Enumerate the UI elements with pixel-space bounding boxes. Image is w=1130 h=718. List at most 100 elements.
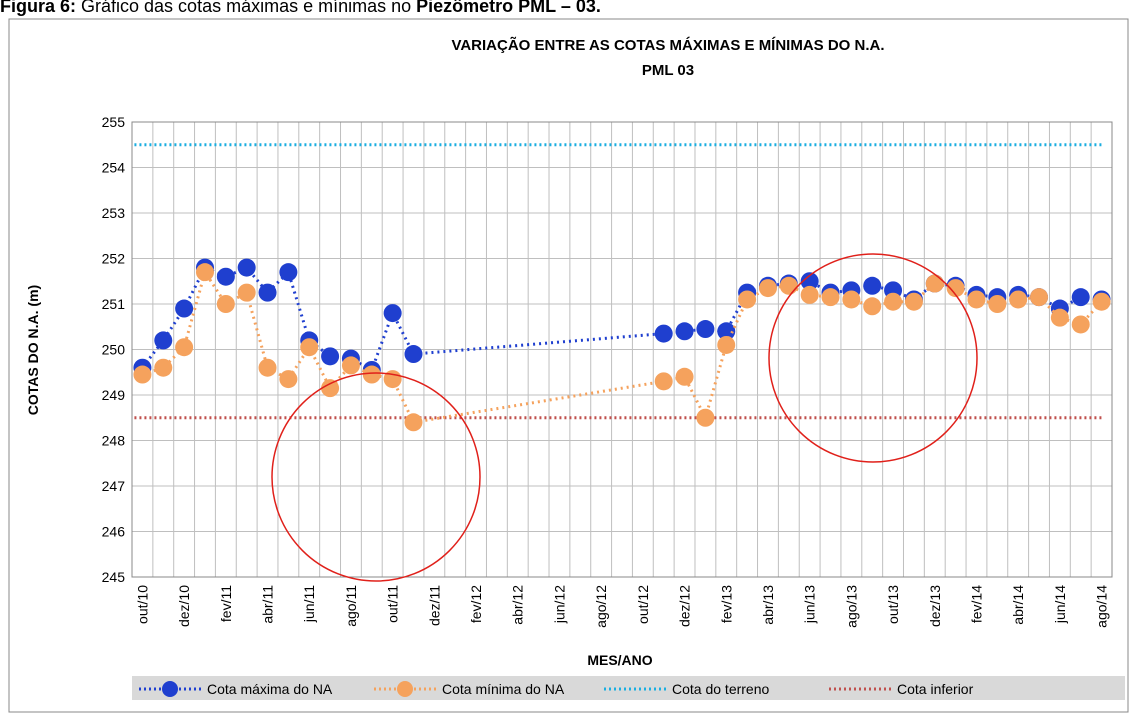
legend-label: Cota máxima do NA — [207, 681, 333, 697]
data-point — [904, 292, 923, 311]
data-point — [863, 276, 882, 295]
data-point — [696, 320, 715, 339]
y-tick-label: 248 — [102, 433, 126, 449]
data-point — [300, 338, 319, 357]
data-point — [1050, 308, 1069, 327]
data-point — [1009, 290, 1028, 309]
series-line — [663, 281, 1103, 422]
legend-label: Cota do terreno — [672, 681, 769, 697]
data-point — [821, 288, 840, 307]
y-tick-label: 251 — [102, 296, 126, 312]
data-point — [175, 299, 194, 318]
data-point — [175, 338, 194, 357]
data-point — [237, 283, 256, 302]
x-tick-label: dez/13 — [927, 585, 943, 627]
x-tick-label: ago/13 — [843, 585, 859, 628]
caption: Figura 6: Gráfico das cotas máximas e mí… — [0, 0, 601, 16]
data-point — [321, 379, 340, 398]
data-point — [216, 267, 235, 286]
x-tick-label: out/11 — [385, 585, 401, 623]
data-point — [133, 365, 152, 384]
data-point — [154, 358, 173, 377]
data-point — [279, 370, 298, 389]
x-tick-label: dez/12 — [677, 585, 693, 627]
x-tick-label: jun/11 — [301, 585, 317, 623]
x-axis-label: MES/ANO — [587, 652, 652, 668]
data-point — [237, 258, 256, 277]
y-tick-label: 255 — [102, 114, 126, 130]
x-tick-label: dez/10 — [176, 585, 192, 627]
data-point — [779, 276, 798, 295]
y-tick-label: 246 — [102, 524, 126, 540]
data-point — [758, 279, 777, 298]
data-point — [258, 283, 277, 302]
x-tick-label: out/12 — [635, 585, 651, 624]
data-point — [362, 365, 381, 384]
x-tick-label: out/10 — [134, 585, 150, 624]
x-tick-label: abr/13 — [760, 585, 776, 625]
x-tick-label: fev/11 — [218, 585, 234, 622]
y-tick-label: 245 — [102, 569, 126, 585]
x-tick-label: ago/14 — [1094, 585, 1110, 628]
x-tick-label: fev/14 — [968, 585, 984, 623]
data-point — [842, 290, 861, 309]
y-tick-label: 250 — [102, 342, 126, 358]
data-point — [696, 408, 715, 427]
data-point — [1030, 288, 1049, 307]
data-point — [717, 335, 736, 354]
data-point — [383, 370, 402, 389]
y-tick-label: 252 — [102, 251, 126, 267]
data-point — [988, 295, 1007, 313]
y-tick-label: 253 — [102, 205, 126, 221]
data-point — [1071, 315, 1090, 334]
chart-subtitle: PML 03 — [642, 62, 694, 79]
data-point — [800, 285, 819, 304]
data-point — [258, 358, 277, 377]
data-point — [404, 345, 423, 364]
data-point — [1071, 288, 1090, 307]
chart-title: VARIAÇÃO ENTRE AS COTAS MÁXIMAS E MÍNIMA… — [451, 36, 884, 54]
data-point — [321, 347, 340, 366]
data-point — [279, 263, 298, 282]
data-point — [383, 304, 402, 323]
data-point — [404, 413, 423, 432]
data-point — [654, 324, 673, 343]
x-tick-label: abr/12 — [510, 585, 526, 625]
legend-marker — [162, 681, 178, 697]
data-point — [195, 263, 214, 282]
data-point — [925, 274, 944, 293]
data-point — [675, 322, 694, 341]
data-point — [1092, 292, 1111, 311]
x-tick-label: fev/13 — [718, 585, 734, 623]
data-point — [738, 290, 757, 309]
data-point — [675, 367, 694, 386]
x-tick-label: jun/12 — [551, 585, 567, 624]
x-tick-label: jun/14 — [1052, 585, 1068, 624]
y-axis-label: COTAS DO N.A. (m) — [25, 285, 41, 415]
data-point — [216, 295, 235, 313]
x-tick-label: jun/13 — [802, 585, 818, 624]
legend-marker — [397, 681, 413, 697]
plot-frame — [131, 121, 1113, 578]
data-point — [946, 279, 965, 298]
y-tick-label: 247 — [102, 478, 126, 494]
data-point — [967, 290, 986, 309]
legend-label: Cota mínima do NA — [442, 681, 565, 697]
y-tick-label: 249 — [102, 387, 126, 403]
x-tick-label: abr/14 — [1010, 585, 1026, 625]
x-tick-label: out/13 — [885, 585, 901, 624]
x-tick-label: fev/12 — [468, 585, 484, 623]
x-tick-label: abr/11 — [260, 585, 276, 624]
data-point — [863, 297, 882, 316]
y-tick-label: 254 — [102, 160, 126, 176]
data-point — [884, 292, 903, 311]
legend-label: Cota inferior — [897, 681, 974, 697]
data-point — [654, 372, 673, 391]
x-tick-label: ago/11 — [343, 585, 359, 627]
data-point — [717, 322, 736, 341]
x-tick-label: ago/12 — [593, 585, 609, 628]
data-point — [341, 356, 360, 375]
x-tick-label: dez/11 — [426, 585, 442, 626]
legend-box — [132, 676, 1125, 700]
